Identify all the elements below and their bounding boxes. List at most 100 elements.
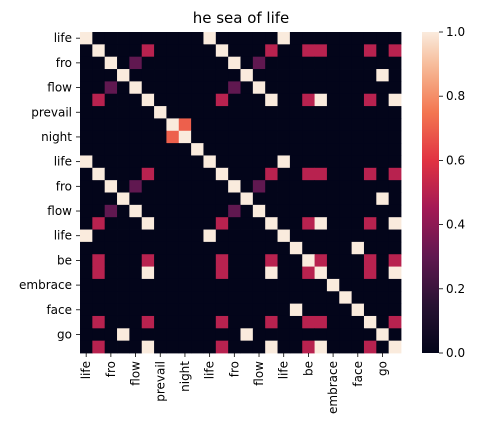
heatmap-cell [228,254,241,267]
heatmap-cell [388,167,402,181]
heatmap-cell [166,32,180,45]
colorbar-tick-label: 0.0 [446,346,465,360]
heatmap-cell [92,328,106,342]
heatmap-cell [141,69,155,82]
heatmap-cell [104,81,118,95]
heatmap-cell [363,93,377,107]
heatmap-cell [252,204,266,218]
heatmap-cell [289,204,303,218]
heatmap-cell [326,315,340,329]
heatmap-cell [314,340,328,354]
heatmap-cell [203,44,217,58]
heatmap-cell [240,32,254,45]
heatmap-cell [154,118,167,132]
heatmap-cell [277,44,291,58]
heatmap-cell [191,315,204,329]
heatmap-cell [191,32,204,45]
heatmap-cell [265,229,278,243]
heatmap-cell [289,32,303,45]
heatmap-cell [92,291,106,305]
heatmap-cell [117,340,130,354]
heatmap-cell [117,44,130,58]
heatmap-cell [80,44,93,58]
heatmap-cell [252,167,266,181]
heatmap-cell [141,241,155,255]
heatmap-cell [129,155,143,169]
heatmap-cell [240,204,254,218]
heatmap-cell [80,192,93,206]
heatmap-cell [388,303,402,317]
heatmap-cell [228,180,241,193]
heatmap-cell [351,32,365,45]
heatmap-cell [351,278,365,292]
heatmap-cell [314,315,328,329]
heatmap-cell [265,340,278,354]
heatmap-cell [376,143,390,156]
heatmap-cell [215,56,229,70]
heatmap-cell [203,167,217,181]
heatmap-cell [80,81,93,95]
heatmap-cell [289,315,303,329]
heatmap-cell [240,155,254,169]
heatmap-cell [388,217,402,230]
heatmap-cell [339,167,353,181]
heatmap-cell [240,340,254,354]
heatmap-cell [339,241,353,255]
y-tick-label: life [54,229,72,243]
heatmap-cell [277,155,291,169]
heatmap-cell [314,130,328,144]
heatmap-cell [80,315,93,329]
heatmap-cell [326,180,340,193]
heatmap-cell [363,278,377,292]
heatmap-cell [203,69,217,82]
heatmap-cell [203,328,217,342]
heatmap-cell [351,291,365,305]
heatmap-cell [240,69,254,82]
heatmap-cell [80,143,93,156]
heatmap-cell [302,69,315,82]
heatmap-cell [289,254,303,267]
heatmap-cell [376,192,390,206]
heatmap-cell [104,204,118,218]
heatmap-cell [215,217,229,230]
heatmap-cell [240,241,254,255]
heatmap-cell [326,81,340,95]
heatmap-cell [240,192,254,206]
heatmap-cell [388,328,402,342]
heatmap-cell [166,167,180,181]
heatmap-cell [351,204,365,218]
heatmap-cell [104,143,118,156]
heatmap-cell [302,81,315,95]
heatmap-cell [154,69,167,82]
heatmap-cell [240,118,254,132]
heatmap-cell [326,328,340,342]
heatmap-cell [240,130,254,144]
heatmap-cell [178,56,192,70]
heatmap-cell [166,118,180,132]
heatmap-cell [80,340,93,354]
heatmap-cell [314,241,328,255]
heatmap-cell [178,315,192,329]
heatmap-cell [191,130,204,144]
heatmap-cell [166,69,180,82]
heatmap-cell [314,155,328,169]
heatmap-cell [154,229,167,243]
heatmap-cell [154,204,167,218]
heatmap-cell [92,278,106,292]
heatmap-cell [339,106,353,119]
heatmap-cell [363,155,377,169]
heatmap-cell [314,32,328,45]
heatmap-cell [277,241,291,255]
heatmap-cell [191,254,204,267]
heatmap-cell [277,180,291,193]
heatmap-cell [129,69,143,82]
heatmap-cell [302,204,315,218]
heatmap-cell [277,229,291,243]
heatmap-cell [351,180,365,193]
heatmap-cell [104,93,118,107]
heatmap-cell [339,266,353,280]
heatmap-cell [92,315,106,329]
heatmap-cell [302,93,315,107]
heatmap-cell [166,315,180,329]
